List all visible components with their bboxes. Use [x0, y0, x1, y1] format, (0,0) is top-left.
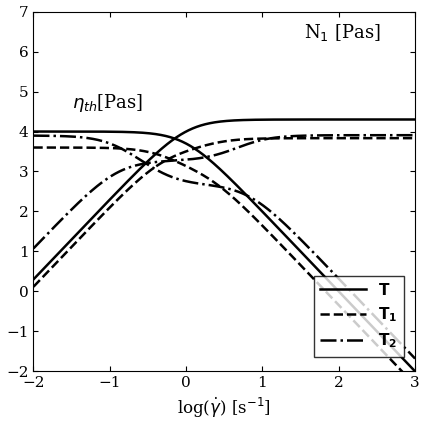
- Text: N$_1$ [Pas]: N$_1$ [Pas]: [305, 22, 381, 43]
- X-axis label: log($\dot{\gamma}$) [s$^{-1}$]: log($\dot{\gamma}$) [s$^{-1}$]: [177, 396, 271, 420]
- Text: $\eta_{th}$[Pas]: $\eta_{th}$[Pas]: [72, 92, 143, 114]
- Legend: $\mathbf{T}$, $\mathbf{T_1}$, $\mathbf{T_2}$: $\mathbf{T}$, $\mathbf{T_1}$, $\mathbf{T…: [314, 276, 403, 357]
